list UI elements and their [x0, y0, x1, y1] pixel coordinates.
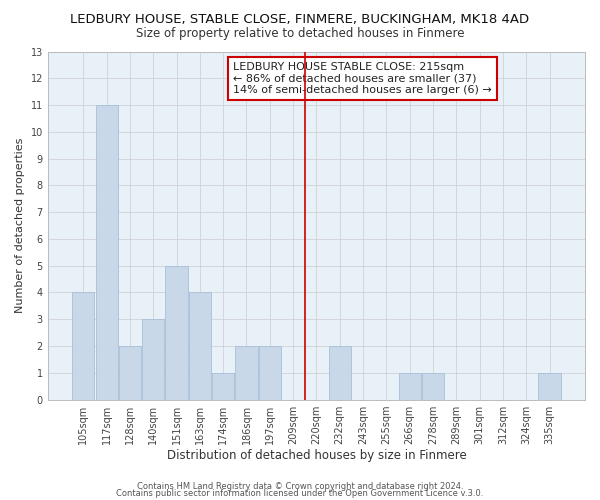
Text: LEDBURY HOUSE, STABLE CLOSE, FINMERE, BUCKINGHAM, MK18 4AD: LEDBURY HOUSE, STABLE CLOSE, FINMERE, BU… [70, 12, 530, 26]
Bar [72, 292, 94, 400]
Bar [259, 346, 281, 400]
Bar [398, 373, 421, 400]
Bar [235, 346, 257, 400]
Bar [142, 320, 164, 400]
Bar [166, 266, 188, 400]
Text: Size of property relative to detached houses in Finmere: Size of property relative to detached ho… [136, 28, 464, 40]
Bar [95, 105, 118, 400]
Bar [538, 373, 560, 400]
Text: Contains public sector information licensed under the Open Government Licence v.: Contains public sector information licen… [116, 488, 484, 498]
Text: LEDBURY HOUSE STABLE CLOSE: 215sqm
← 86% of detached houses are smaller (37)
14%: LEDBURY HOUSE STABLE CLOSE: 215sqm ← 86%… [233, 62, 492, 95]
Bar [422, 373, 444, 400]
Bar [119, 346, 141, 400]
Bar [189, 292, 211, 400]
Bar [212, 373, 234, 400]
Y-axis label: Number of detached properties: Number of detached properties [15, 138, 25, 313]
Text: Contains HM Land Registry data © Crown copyright and database right 2024.: Contains HM Land Registry data © Crown c… [137, 482, 463, 491]
X-axis label: Distribution of detached houses by size in Finmere: Distribution of detached houses by size … [167, 450, 466, 462]
Bar [329, 346, 351, 400]
